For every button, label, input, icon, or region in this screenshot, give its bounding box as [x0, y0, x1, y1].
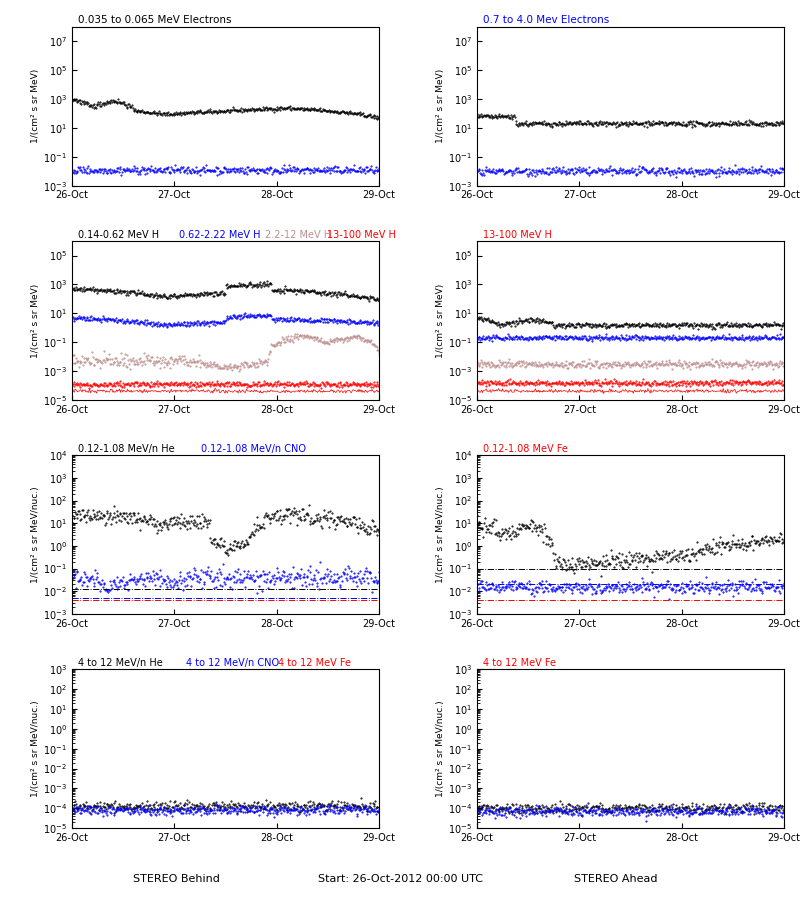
Text: 4 to 12 MeV Fe: 4 to 12 MeV Fe: [483, 658, 556, 668]
Y-axis label: 1/(cm² s sr MeV): 1/(cm² s sr MeV): [437, 69, 446, 143]
Text: 0.12-1.08 MeV/n CNO: 0.12-1.08 MeV/n CNO: [201, 444, 306, 454]
Text: 13-100 MeV H: 13-100 MeV H: [326, 230, 395, 239]
Y-axis label: 1/(cm² s sr MeV/nuc.): 1/(cm² s sr MeV/nuc.): [31, 700, 40, 797]
Text: Start: 26-Oct-2012 00:00 UTC: Start: 26-Oct-2012 00:00 UTC: [318, 874, 482, 884]
Text: 0.035 to 0.065 MeV Electrons: 0.035 to 0.065 MeV Electrons: [78, 15, 232, 25]
Text: STEREO Ahead: STEREO Ahead: [574, 874, 658, 884]
Text: 0.14-0.62 MeV H: 0.14-0.62 MeV H: [78, 230, 159, 239]
Text: 0.12-1.08 MeV Fe: 0.12-1.08 MeV Fe: [483, 444, 568, 454]
Text: 0.7 to 4.0 Mev Electrons: 0.7 to 4.0 Mev Electrons: [483, 15, 610, 25]
Y-axis label: 1/(cm² s sr MeV/nuc.): 1/(cm² s sr MeV/nuc.): [437, 486, 446, 583]
Y-axis label: 1/(cm² s sr MeV/nuc.): 1/(cm² s sr MeV/nuc.): [436, 700, 446, 797]
Y-axis label: 1/(cm² s sr MeV): 1/(cm² s sr MeV): [437, 284, 446, 357]
Text: 4 to 12 MeV Fe: 4 to 12 MeV Fe: [278, 658, 350, 668]
Y-axis label: 1/(cm² s sr MeV): 1/(cm² s sr MeV): [31, 284, 40, 357]
Text: 0.62-2.22 MeV H: 0.62-2.22 MeV H: [179, 230, 261, 239]
Y-axis label: 1/(cm² s sr MeV/nuc.): 1/(cm² s sr MeV/nuc.): [31, 486, 40, 583]
Text: 13-100 MeV H: 13-100 MeV H: [483, 230, 552, 239]
Text: 4 to 12 MeV/n He: 4 to 12 MeV/n He: [78, 658, 163, 668]
Y-axis label: 1/(cm² s sr MeV): 1/(cm² s sr MeV): [31, 69, 40, 143]
Text: 0.12-1.08 MeV/n He: 0.12-1.08 MeV/n He: [78, 444, 174, 454]
Text: STEREO Behind: STEREO Behind: [133, 874, 219, 884]
Text: 2.2-12 MeV H: 2.2-12 MeV H: [266, 230, 331, 239]
Text: 4 to 12 MeV/n CNO: 4 to 12 MeV/n CNO: [186, 658, 278, 668]
